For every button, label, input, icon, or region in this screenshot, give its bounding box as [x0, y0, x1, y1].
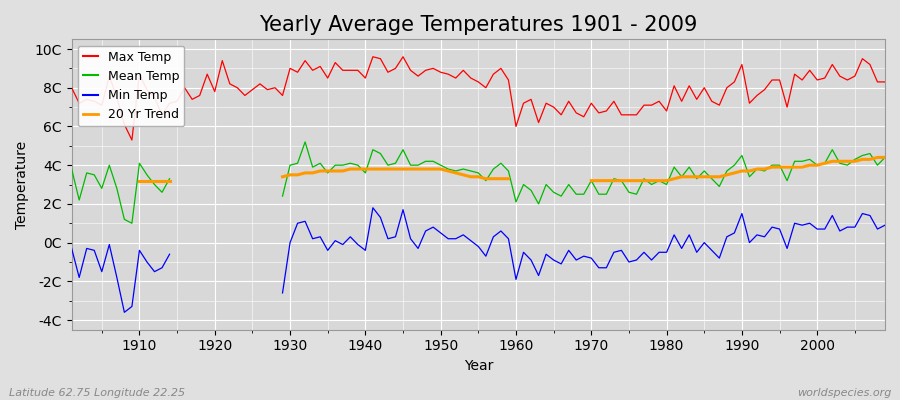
Text: worldspecies.org: worldspecies.org: [796, 388, 891, 398]
Y-axis label: Temperature: Temperature: [15, 140, 29, 228]
Text: Latitude 62.75 Longitude 22.25: Latitude 62.75 Longitude 22.25: [9, 388, 185, 398]
Title: Yearly Average Temperatures 1901 - 2009: Yearly Average Temperatures 1901 - 2009: [259, 15, 698, 35]
Legend: Max Temp, Mean Temp, Min Temp, 20 Yr Trend: Max Temp, Mean Temp, Min Temp, 20 Yr Tre…: [78, 46, 184, 126]
X-axis label: Year: Year: [464, 359, 493, 373]
